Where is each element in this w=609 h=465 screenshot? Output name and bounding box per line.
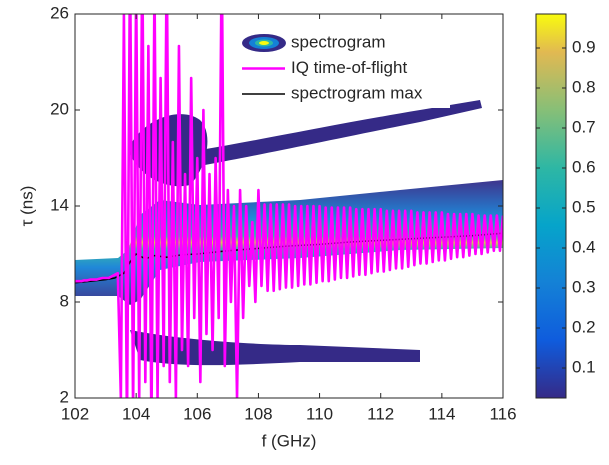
legend-label: spectrogram [291,32,385,51]
legend-swatch [259,41,269,45]
y-tick-label: 26 [50,3,69,22]
colorbar-tick-label: 0.8 [572,77,596,96]
y-tick-label: 14 [50,195,69,214]
colorbar-tick-label: 0.1 [572,357,596,376]
plot-area [75,14,503,398]
y-tick-label: 2 [60,387,69,406]
y-tick-label: 20 [50,99,69,118]
x-tick-label: 114 [428,404,455,423]
colorbar-tick-label: 0.7 [572,117,596,136]
spectrogram-upper-streak [200,100,482,165]
x-tick-label: 104 [122,404,150,423]
x-tick-label: 106 [183,404,211,423]
colorbar-tick-label: 0.3 [572,277,596,296]
colorbar-tick-label: 0.5 [572,197,596,216]
legend-label: spectrogram max [291,83,423,102]
spectrogram-main-band [75,180,503,305]
x-axis-label: f (GHz) [262,431,317,450]
colorbar-tick-label: 0.2 [572,317,596,336]
x-tick-label: 108 [244,404,272,423]
spectrogram-lower-streak [130,330,420,366]
legend-label: IQ time-of-flight [291,58,407,77]
x-tick-label: 110 [306,404,333,423]
colorbar-tick-label: 0.4 [572,237,596,256]
x-tick-label: 116 [489,404,516,423]
y-tick-label: 8 [60,291,69,310]
x-tick-label: 112 [367,404,394,423]
x-tick-label: 102 [61,404,89,423]
colorbar-tick-label: 0.9 [572,37,596,56]
y-axis-label: τ (ns) [17,186,36,227]
colorbar [535,13,567,399]
series-line [75,14,503,398]
colorbar-tick-label: 0.6 [572,157,596,176]
